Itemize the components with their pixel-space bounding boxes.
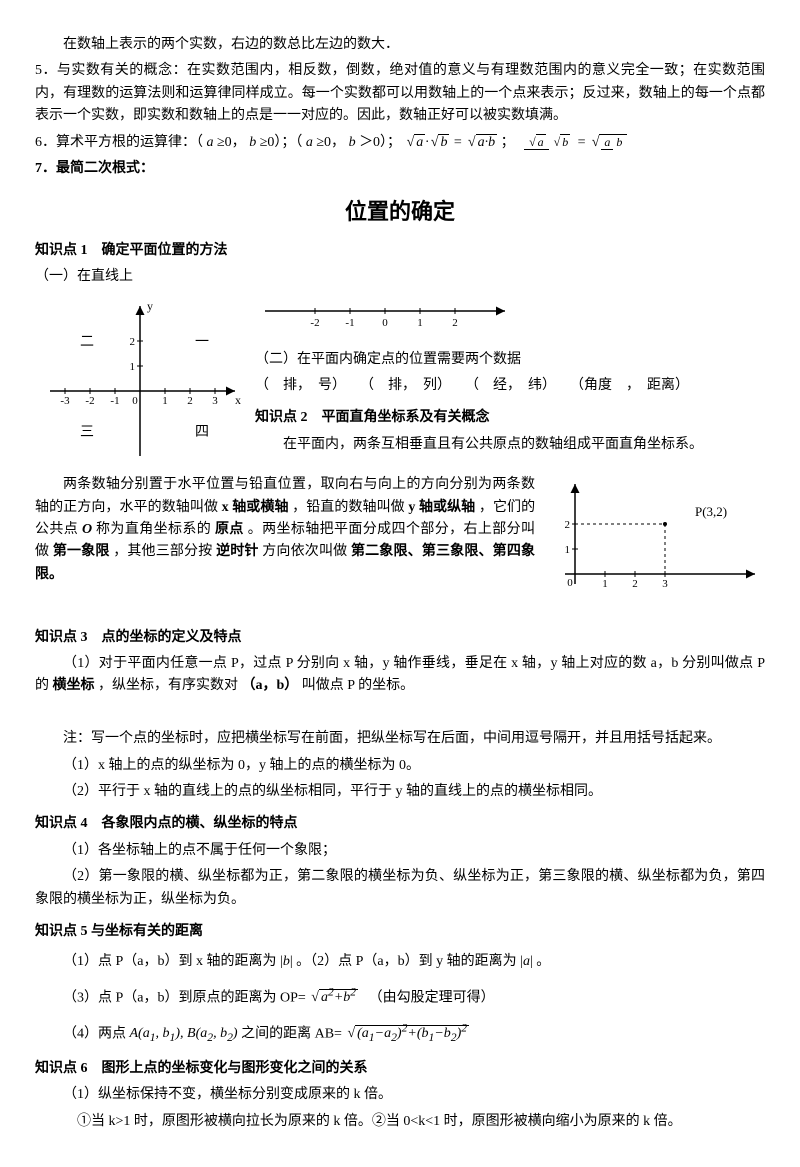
kp5-p4b: 之间的距离 AB= [241, 1026, 342, 1041]
kp5-p3b: （由勾股定理可得） [362, 990, 495, 1005]
semi: ； [501, 135, 515, 150]
var-b2: b [349, 135, 356, 150]
diagram-row-1: x y -3 -2 -1 0 1 2 3 1 2 一 二 三 四 [35, 296, 765, 466]
svg-text:3: 3 [662, 578, 668, 590]
p6-prefix: 6．算术平方根的运算律：（ [35, 135, 203, 150]
kp6-p1: （1）纵坐标保持不变，横坐标分别变成原来的 k 倍。 [35, 1084, 765, 1106]
svg-text:0: 0 [132, 395, 138, 407]
kp3-p3: （2）平行于 x 轴的直线上的点的纵坐标相同，平行于 y 轴的直线上的点的横坐标… [35, 781, 765, 803]
intro-para-6: 6．算术平方根的运算律：（ a ≥0， b ≥0）；（ a ≥0， b ＞0）；… [35, 132, 765, 154]
kp3-note: 注：写一个点的坐标时，应把横坐标写在前面，把纵坐标写在后面，中间用逗号隔开，并且… [35, 728, 765, 750]
svg-text:3: 3 [212, 395, 218, 407]
ge0-3: ≥0， [316, 135, 345, 150]
svg-text:x: x [235, 393, 241, 407]
kp5-p3a: （3）点 P（a，b）到原点的距离为 OP= [63, 990, 306, 1005]
svg-text:1: 1 [602, 578, 608, 590]
var-a2: a [306, 135, 313, 150]
kp5-p1a: （1）点 P（a，b）到 x 轴的距离为 [63, 954, 277, 969]
svg-text:y: y [147, 299, 153, 313]
point-p32-diagram: 0 1 2 3 1 2 P(3,2) [545, 474, 765, 594]
svg-text:四: 四 [195, 425, 209, 440]
abs-a: |a| [520, 954, 533, 969]
intro-para-7: 7．最简二次根式： [35, 158, 765, 180]
kp5-p1c: 。 [536, 954, 550, 969]
kp2-p2m: 方向依次叫做 [262, 544, 347, 559]
svg-text:二: 二 [80, 335, 94, 350]
svg-text:-2: -2 [310, 317, 319, 329]
svg-text:一: 一 [195, 335, 209, 350]
svg-text:1: 1 [130, 361, 136, 373]
var-b: b [249, 135, 256, 150]
intro-line-0: 在数轴上表示的两个实数，右边的数总比左边的数大． [35, 34, 765, 56]
dist-ab-formula: (a1−a2)2+(b1−b2)2 [345, 1026, 469, 1041]
svg-text:2: 2 [565, 519, 571, 531]
kp3-p1c: ，纵坐标，有序实数对 [98, 678, 238, 693]
svg-text:0: 0 [382, 317, 388, 329]
kp3-p1b: 横坐标 [53, 678, 95, 693]
kp2-p2g: 称为直角坐标系的 [96, 522, 211, 537]
kp5-p3: （3）点 P（a，b）到原点的距离为 OP= a2+b2 （由勾股定理可得） [35, 984, 765, 1010]
kp2-p2f: O [82, 522, 96, 537]
points-ab: A(a1, b1), B(a2, b2) [130, 1026, 242, 1041]
intro-para-5: 5．与实数有关的概念：在实数范围内，相反数，倒数，绝对值的意义与有理数范围内的意… [35, 60, 765, 127]
kp3-p2: （1）x 轴上的点的纵坐标为 0，y 轴上的点的横坐标为 0。 [35, 755, 765, 777]
kp2-p2b: x 轴或横轴 [222, 500, 289, 515]
kp2-p1: 在平面内，两条互相垂直且有公共原点的数轴组成平面直角坐标系。 [255, 434, 765, 456]
svg-text:三: 三 [80, 425, 94, 440]
svg-text:1: 1 [162, 395, 168, 407]
ge0-1: ≥0， [217, 135, 246, 150]
svg-text:P(3,2): P(3,2) [695, 504, 727, 519]
svg-text:2: 2 [632, 578, 638, 590]
kp4-heading: 知识点 4 各象限内点的横、纵坐标的特点 [35, 813, 765, 835]
kp2-heading: 知识点 2 平面直角坐标系及有关概念 [255, 407, 765, 429]
sqrt-quotient: ab = ab [524, 135, 627, 150]
kp3-heading: 知识点 3 点的坐标的定义及特点 [35, 627, 765, 649]
kp5-p4: （4）两点 A(a1, b1), B(a2, b2) 之间的距离 AB= (a1… [35, 1020, 765, 1048]
kp2-p2j: 第一象限 [53, 544, 110, 559]
svg-text:2: 2 [130, 336, 136, 348]
kp6-p2: ①当 k>1 时，原图形被横向拉长为原来的 k 倍。②当 0<k<1 时，原图形… [35, 1111, 765, 1133]
kp3-p1e: 叫做点 P 的坐标。 [302, 678, 414, 693]
dist-origin-formula: a2+b2 [309, 990, 358, 1005]
kp1-sub1: （一）在直线上 [35, 266, 765, 288]
kp5-p4a: （4）两点 [63, 1026, 126, 1041]
svg-text:-1: -1 [110, 395, 119, 407]
kp1-heading: 知识点 1 确定平面位置的方法 [35, 240, 765, 262]
kp4-p2: （2）第一象限的横、纵坐标都为正，第二象限的横坐标为负、纵坐标为正，第三象限的横… [35, 866, 765, 911]
kp2-p2c: ，铅直的数轴叫做 [292, 500, 405, 515]
kp5-p1: （1）点 P（a，b）到 x 轴的距离为 |b| 。（2）点 P（a，b）到 y… [35, 951, 765, 973]
section-title: 位置的确定 [35, 194, 765, 229]
kp5-p1b: 。（2）点 P（a，b）到 y 轴的距离为 [296, 954, 517, 969]
kp4-p1: （1）各坐标轴上的点不属于任何一个象限； [35, 840, 765, 862]
kp3-p1d: （a，b） [242, 678, 299, 693]
ge0-2: ≥0）；（ [260, 135, 303, 150]
gt0: ＞0）； [359, 135, 401, 150]
svg-text:-3: -3 [60, 395, 70, 407]
quadrant-diagram: x y -3 -2 -1 0 1 2 3 1 2 一 二 三 四 [35, 296, 245, 466]
svg-text:1: 1 [565, 544, 571, 556]
kp1-sub2: （二）在平面内确定点的位置需要两个数据 [255, 349, 765, 371]
svg-text:0: 0 [567, 577, 573, 589]
kp3-p1: （1）对于平面内任意一点 P，过点 P 分别向 x 轴，y 轴作垂线，垂足在 x… [35, 653, 765, 698]
sqrt-product: a·b = a·b [405, 135, 501, 150]
var-a: a [207, 135, 214, 150]
kp1-row1: （ 排， 号） （ 排， 列） （ 经， 纬） （角度 ， 距离） [255, 375, 765, 397]
abs-b: |b| [280, 954, 293, 969]
kp2-p2k: ，其他三部分按 [113, 544, 212, 559]
svg-text:2: 2 [452, 317, 458, 329]
kp2-p2l: 逆时针 [216, 544, 259, 559]
kp2-p2h: 原点 [215, 522, 244, 537]
svg-text:-2: -2 [85, 395, 94, 407]
svg-text:1: 1 [417, 317, 423, 329]
numberline-diagram: -2 -1 0 1 2 [255, 296, 515, 336]
kp5-heading: 知识点 5 与坐标有关的距离 [35, 921, 765, 943]
kp2-p2d: y 轴或纵轴 [408, 500, 475, 515]
svg-text:-1: -1 [345, 317, 354, 329]
svg-text:2: 2 [187, 395, 193, 407]
kp6-heading: 知识点 6 图形上点的坐标变化与图形变化之间的关系 [35, 1058, 765, 1080]
